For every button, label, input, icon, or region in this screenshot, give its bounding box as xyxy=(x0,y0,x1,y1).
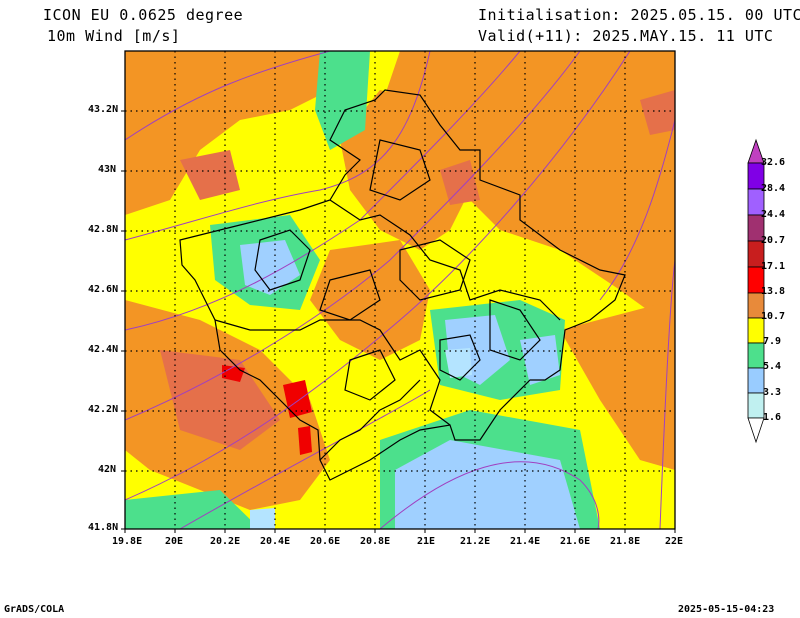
colorbar-label: 1.6 xyxy=(763,412,782,423)
y-tick: 42.4N xyxy=(88,344,119,355)
colorbar-label: 28.4 xyxy=(761,183,786,194)
x-tick: 21.4E xyxy=(510,536,541,547)
x-tick: 20.8E xyxy=(360,536,391,547)
colorbar xyxy=(747,138,765,444)
x-tick: 21.2E xyxy=(460,536,491,547)
colorbar-label: 24.4 xyxy=(761,209,786,220)
model-title: ICON EU 0.0625 degree xyxy=(43,6,244,24)
footer-credit: GrADS/COLA xyxy=(4,604,65,615)
colorbar-label: 32.6 xyxy=(761,157,786,168)
x-tick: 21.6E xyxy=(560,536,591,547)
x-tick: 20.4E xyxy=(260,536,291,547)
colorbar-label: 13.8 xyxy=(761,286,786,297)
y-tick: 42.2N xyxy=(88,404,119,415)
y-tick: 42.6N xyxy=(88,284,119,295)
colorbar-label: 10.7 xyxy=(761,311,786,322)
x-tick: 20.2E xyxy=(210,536,241,547)
colorbar-label: 3.3 xyxy=(763,387,782,398)
valid-time: Valid(+11): 2025.MAY.15. 11 UTC xyxy=(478,27,774,45)
x-tick: 20.6E xyxy=(310,536,341,547)
x-tick: 21.8E xyxy=(610,536,641,547)
colorbar-label: 17.1 xyxy=(761,261,786,272)
x-tick: 21E xyxy=(417,536,436,547)
colorbar-label: 7.9 xyxy=(763,336,782,347)
x-tick: 22E xyxy=(665,536,684,547)
colorbar-label: 5.4 xyxy=(763,361,782,372)
y-tick: 42N xyxy=(98,464,117,475)
colorbar-label: 20.7 xyxy=(761,235,786,246)
x-tick: 19.8E xyxy=(112,536,143,547)
y-tick: 43.2N xyxy=(88,104,119,115)
y-tick: 43N xyxy=(98,164,117,175)
y-tick: 41.8N xyxy=(88,522,119,533)
y-tick: 42.8N xyxy=(88,224,119,235)
gridlines xyxy=(125,51,675,529)
init-time: Initialisation: 2025.05.15. 00 UTC xyxy=(478,6,800,24)
variable-title: 10m Wind [m/s] xyxy=(47,27,181,45)
wind-field xyxy=(125,51,675,529)
x-tick: 20E xyxy=(165,536,184,547)
footer-timestamp: 2025-05-15-04:23 xyxy=(678,604,775,615)
